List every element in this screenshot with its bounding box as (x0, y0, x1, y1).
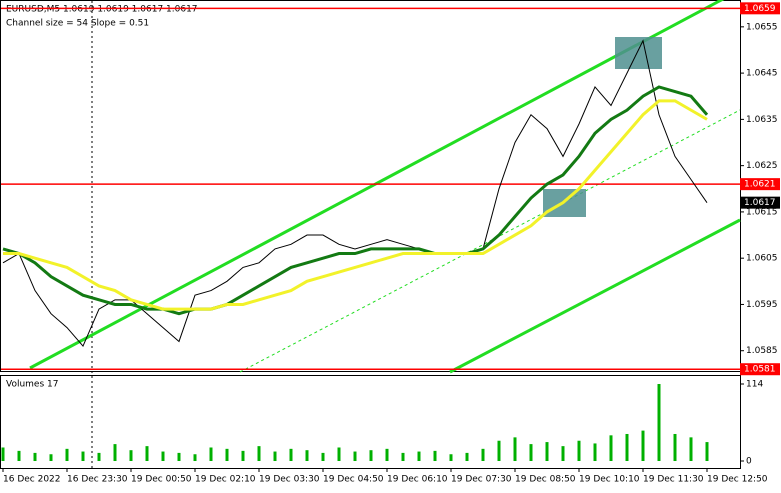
volume-bar (241, 450, 245, 461)
volume-bar (321, 452, 325, 461)
volume-bar (625, 433, 629, 461)
price-tag (740, 196, 780, 209)
level-label: 1.0659 (744, 4, 776, 14)
volume-bar (689, 437, 693, 461)
volume-bar (49, 454, 53, 461)
time-label: 19 Dec 00:50 (131, 475, 192, 485)
time-label: 19 Dec 08:50 (515, 475, 576, 485)
volume-bar (65, 448, 69, 461)
volume-bar (433, 450, 437, 461)
y-tick-label: 1.0605 (746, 254, 778, 264)
volume-bar (369, 450, 373, 461)
time-label: 19 Dec 03:30 (259, 475, 320, 485)
volume-bar (529, 444, 533, 461)
highlight-box (615, 37, 662, 69)
y-tick-label: 1.0645 (746, 69, 778, 79)
volume-bar (145, 446, 149, 461)
volume-bar (129, 450, 133, 461)
volume-bar (177, 452, 181, 461)
level-tag (740, 2, 780, 15)
volume-bar (209, 447, 213, 461)
channel-lower (449, 218, 741, 374)
volume-bar (33, 452, 37, 461)
time-label: 16 Dec 2022 (3, 475, 61, 485)
volume-bar (193, 454, 197, 461)
price-label: 1.0617 (744, 198, 776, 208)
time-label: 19 Dec 07:30 (451, 475, 512, 485)
y-tick-label: 1.0585 (746, 346, 778, 356)
volume-bar (81, 451, 85, 461)
volume-bar (561, 446, 565, 461)
volume-bar (593, 443, 597, 461)
volume-bar (289, 448, 293, 461)
y-tick-label: 1.0625 (746, 161, 778, 171)
volume-bar (513, 437, 517, 461)
volume-bar (673, 433, 677, 461)
y-tick-label: 1.0655 (746, 22, 778, 32)
volume-bar (97, 452, 101, 461)
volume-bar (497, 440, 501, 461)
y-tick-label: 1.0635 (746, 115, 778, 125)
series-line (2, 85, 709, 316)
volume-bar (273, 451, 277, 461)
volume-bar (641, 430, 645, 461)
volume-bar (305, 450, 309, 461)
y-tick-label: 1.0615 (746, 207, 778, 217)
time-label: 19 Dec 04:50 (323, 475, 384, 485)
time-label: 19 Dec 02:10 (195, 475, 256, 485)
time-label: 16 Dec 23:30 (67, 475, 128, 485)
volume-bar (449, 454, 453, 461)
volume-bar (577, 440, 581, 461)
volume-tick-label: 0 (746, 457, 752, 467)
volume-bar (257, 446, 261, 461)
volume-bar (481, 448, 485, 461)
volume-bar (161, 451, 165, 461)
y-tick-label: 1.0595 (746, 300, 778, 310)
volume-bar (225, 448, 229, 461)
volume-bar (17, 450, 21, 461)
time-label: 19 Dec 11:30 (643, 475, 704, 485)
level-tag (740, 363, 780, 376)
time-label: 19 Dec 06:10 (387, 475, 448, 485)
chart-subtitle: Channel size = 54 Slope = 0.51 (6, 19, 149, 29)
volume-title: Volumes 17 (6, 380, 58, 390)
volume-bar (113, 444, 117, 461)
level-tag (740, 178, 780, 191)
chart-title: EURUSD,M5 1.0619 1.0619 1.0617 1.0617 (6, 5, 198, 15)
volume-bar (353, 451, 357, 461)
volume-bar (657, 384, 661, 461)
level-label: 1.0581 (744, 365, 776, 375)
volume-bar (401, 452, 405, 461)
series-line (2, 39, 708, 348)
volume-bar (1, 447, 5, 461)
volume-bar (465, 452, 469, 461)
series-line (3, 99, 708, 311)
volume-bar (417, 451, 421, 461)
volume-bar (337, 447, 341, 461)
volume-bar (545, 442, 549, 461)
volume-bar (385, 448, 389, 461)
volume-tick-label: 114 (746, 380, 763, 390)
level-label: 1.0621 (744, 180, 776, 190)
time-label: 19 Dec 10:10 (579, 475, 640, 485)
volume-bar (609, 435, 613, 461)
time-label: 19 Dec 12:50 (707, 475, 768, 485)
volume-bar (705, 442, 709, 461)
